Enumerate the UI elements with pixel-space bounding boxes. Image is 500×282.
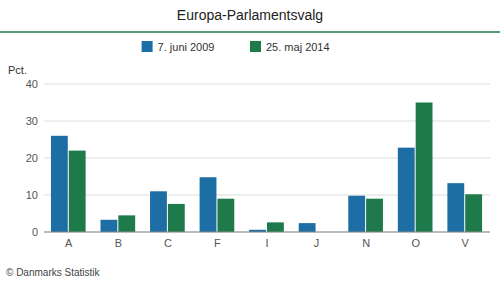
y-tick-label: 30 [26, 115, 38, 127]
y-tick-label: 20 [26, 152, 38, 164]
bar [348, 196, 365, 232]
chart: Europa-Parlamentsvalg 7. juni 2009 25. maj… [0, 0, 500, 282]
bar [118, 215, 135, 232]
x-tick-label: O [411, 237, 420, 249]
x-tick-label: A [65, 237, 73, 249]
bar [398, 148, 415, 232]
x-tick-label: V [462, 237, 470, 249]
legend-label: 7. juni 2009 [158, 41, 215, 53]
bar [465, 194, 482, 232]
bar [51, 136, 68, 232]
bar [217, 199, 234, 232]
x-axis-line [44, 232, 490, 233]
bar [69, 151, 86, 232]
x-tick-label: B [115, 237, 122, 249]
grid-line [44, 232, 490, 233]
x-tick-label: N [362, 237, 370, 249]
legend: 7. juni 2009 25. maj 2014 [142, 41, 330, 53]
y-tick-label: 0 [32, 226, 38, 238]
legend-label: 25. maj 2014 [266, 41, 330, 53]
bar [366, 199, 383, 232]
bar [416, 103, 433, 233]
title: Europa-Parlamentsvalg [177, 7, 323, 23]
bar [150, 191, 167, 232]
legend-swatch [250, 41, 261, 52]
grid-line [44, 84, 490, 85]
y-label: Pct. [8, 64, 27, 76]
x-tick-label: C [164, 237, 172, 249]
grid [44, 84, 490, 232]
bar [299, 223, 316, 232]
footnote: © Danmarks Statistik [6, 267, 101, 278]
bar [168, 204, 185, 232]
x-tick-label: J [314, 237, 320, 249]
y-tick-label: 10 [26, 189, 38, 201]
title-rule [0, 31, 500, 33]
x-tick-label: I [265, 237, 268, 249]
y-tick-label: 40 [26, 78, 38, 90]
x-tick-label: F [214, 237, 221, 249]
bar [100, 220, 117, 232]
bar [267, 222, 284, 232]
bar [447, 183, 464, 232]
bars [51, 103, 482, 233]
bar [200, 177, 217, 232]
legend-swatch [142, 41, 153, 52]
